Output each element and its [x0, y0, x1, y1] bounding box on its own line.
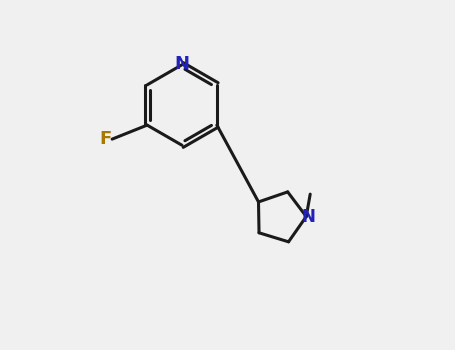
Text: F: F	[100, 130, 112, 148]
Text: N: N	[175, 55, 189, 73]
Text: N: N	[301, 208, 315, 225]
